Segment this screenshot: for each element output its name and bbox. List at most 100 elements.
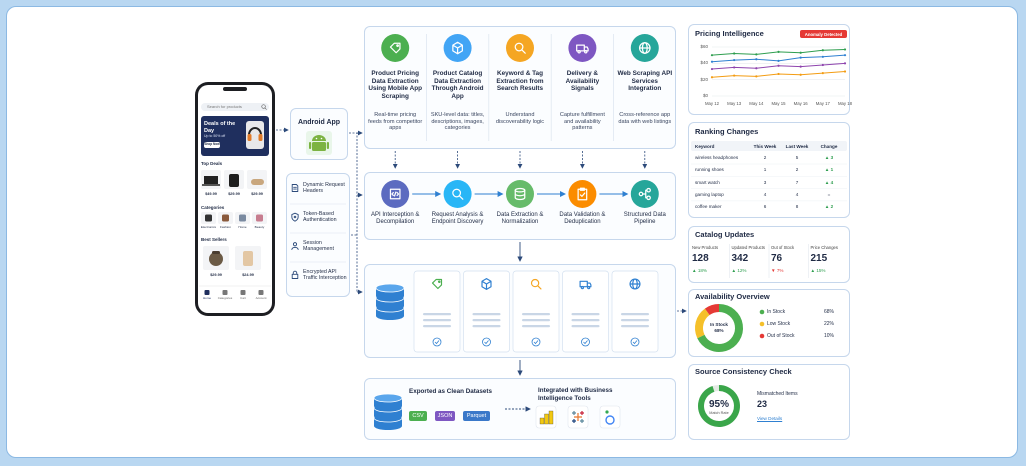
table-header: This Week <box>753 143 777 149</box>
nav-label[interactable]: Home <box>202 296 211 300</box>
technique-label: Dynamic Request Headers <box>303 182 345 195</box>
use-case-description: SKU-level data: titles, descriptions, im… <box>430 112 485 132</box>
banner-subtitle: Up to 50% off <box>204 134 226 138</box>
metric-label: Price Changes <box>810 245 838 250</box>
legend-value: 22% <box>823 321 834 327</box>
use-case-title: Web Scraping API Services Integration <box>617 70 673 93</box>
format-badge: Parquet <box>463 411 490 421</box>
y-tick-label: $60 <box>700 44 708 49</box>
nav-label[interactable]: Account <box>255 296 267 300</box>
anomaly-badge: Anomaly Detected <box>800 30 847 39</box>
match-caption: Match Rate <box>709 411 729 415</box>
pipeline-step-label: Data Extraction & Normalization <box>496 212 544 226</box>
export-title: Exported as Clean Datasets <box>409 388 492 395</box>
table-cell: smart watch <box>695 179 720 185</box>
technique-label: Token-Based Authentication <box>303 211 337 224</box>
deal-price: $49.99 <box>205 192 217 196</box>
metric-change: ▲ 18% <box>692 268 708 273</box>
table-cell: 8 <box>795 204 799 210</box>
notch <box>223 87 247 91</box>
format-badge: CSV <box>409 411 427 421</box>
x-tick-label: May 13 <box>727 101 742 106</box>
metric-value: 128 <box>692 253 709 264</box>
y-tick-label: $40 <box>700 60 708 66</box>
storage-label: Pricing Data <box>422 297 452 303</box>
android-app-label: Android App <box>297 119 341 126</box>
shop-now-button[interactable]: Shop Now <box>204 142 220 148</box>
mismatched-label: Mismatched Items <box>757 391 798 397</box>
table-header: Last Week <box>785 143 809 149</box>
pipeline-panel <box>364 172 676 240</box>
pipeline-step-label: API Interception & Decompilation <box>371 212 420 226</box>
storage-panel <box>364 264 676 358</box>
pipeline-step-label: Structured Data Pipeline <box>623 212 666 226</box>
donut-center-label: In Stock <box>710 322 728 327</box>
ranking-panel <box>688 122 850 218</box>
category-label: Beauty <box>254 225 265 229</box>
legend-value: 68% <box>823 309 834 315</box>
table-cell: 5 <box>795 155 799 160</box>
mismatched-value: 23 <box>757 399 768 409</box>
pipeline-step-label: Request Analysis & Endpoint Discovery <box>431 212 484 226</box>
panel-title: Catalog Updates <box>695 230 755 239</box>
match-value: 95% <box>708 399 729 410</box>
metric-value: 342 <box>731 253 749 264</box>
source-panel <box>688 364 850 440</box>
use-case-description: Real-time pricing feeds from competitor … <box>368 112 423 132</box>
table-header-bg <box>691 141 847 151</box>
panel-title: Source Consistency Check <box>695 367 792 376</box>
banner-title: Deals of the Day <box>204 121 236 134</box>
y-tick-label: $0 <box>702 93 708 98</box>
table-cell: 2 <box>795 167 799 173</box>
table-cell: ▲ 3 <box>824 155 834 160</box>
format-badge: JSON <box>435 411 455 421</box>
storage-label: Keywords & Tags <box>514 297 558 303</box>
panel-title: Pricing Intelligence <box>695 29 764 38</box>
x-tick-label: May 12 <box>704 101 720 106</box>
storage-label: Web Data <box>622 297 648 303</box>
donut-center-value: 68% <box>714 328 724 333</box>
table-cell: ▲ 2 <box>824 204 834 210</box>
use-case-description: Understand discoverability logic <box>495 112 545 125</box>
android-app-box <box>290 108 348 160</box>
view-details-link[interactable]: View Details <box>757 416 783 421</box>
table-cell: ▲ 1 <box>824 167 834 173</box>
table-cell: 4 <box>763 191 767 197</box>
table-cell: running shoes <box>695 167 724 173</box>
metric-change: ▲ 15% <box>810 268 826 273</box>
table-cell: wireless headphones <box>695 155 739 160</box>
legend-label: Out of Stock <box>767 333 795 339</box>
y-tick-label: $20 <box>700 76 708 82</box>
table-cell: coffee maker <box>695 204 722 210</box>
use-case-title: Keyword & Tag Extraction from Search Res… <box>496 70 544 93</box>
deal-price: $29.99 <box>251 192 263 196</box>
best-sellers-title: Best Sellers <box>201 237 227 242</box>
table-cell: 2 <box>763 155 767 160</box>
legend-value: 10% <box>823 333 834 339</box>
deal-price: $29.99 <box>228 192 240 196</box>
search-bar <box>201 103 269 111</box>
nav-label[interactable]: Categories <box>217 296 233 300</box>
table-cell: 6 <box>763 204 767 210</box>
seller-price: $29.99 <box>210 273 222 277</box>
use-case-description: Cross-reference app data with web listin… <box>618 112 672 125</box>
storage-label: Catalog Data <box>470 297 503 303</box>
table-cell: 1 <box>763 167 767 173</box>
x-tick-label: May 18 <box>837 101 853 106</box>
categories-title: Categories <box>201 205 225 210</box>
table-cell: 4 <box>795 191 799 197</box>
technique-label: Session Management <box>303 240 334 253</box>
legend-label: Low Stock <box>767 321 791 327</box>
nav-label[interactable]: Cart <box>240 296 246 300</box>
table-cell: ▲ 4 <box>824 179 834 185</box>
table-header: Keyword <box>695 143 715 149</box>
metric-label: Out of Stock <box>771 245 795 250</box>
metric-change: ▼ 7% <box>771 268 784 273</box>
table-cell: gaming laptop <box>695 191 724 197</box>
category-label: Fashion <box>219 225 231 229</box>
x-tick-label: May 17 <box>815 101 830 106</box>
panel-title: Availability Overview <box>695 292 770 301</box>
seller-price: $24.99 <box>242 273 254 277</box>
use-case-title: Delivery & Availability Signals <box>565 70 600 93</box>
